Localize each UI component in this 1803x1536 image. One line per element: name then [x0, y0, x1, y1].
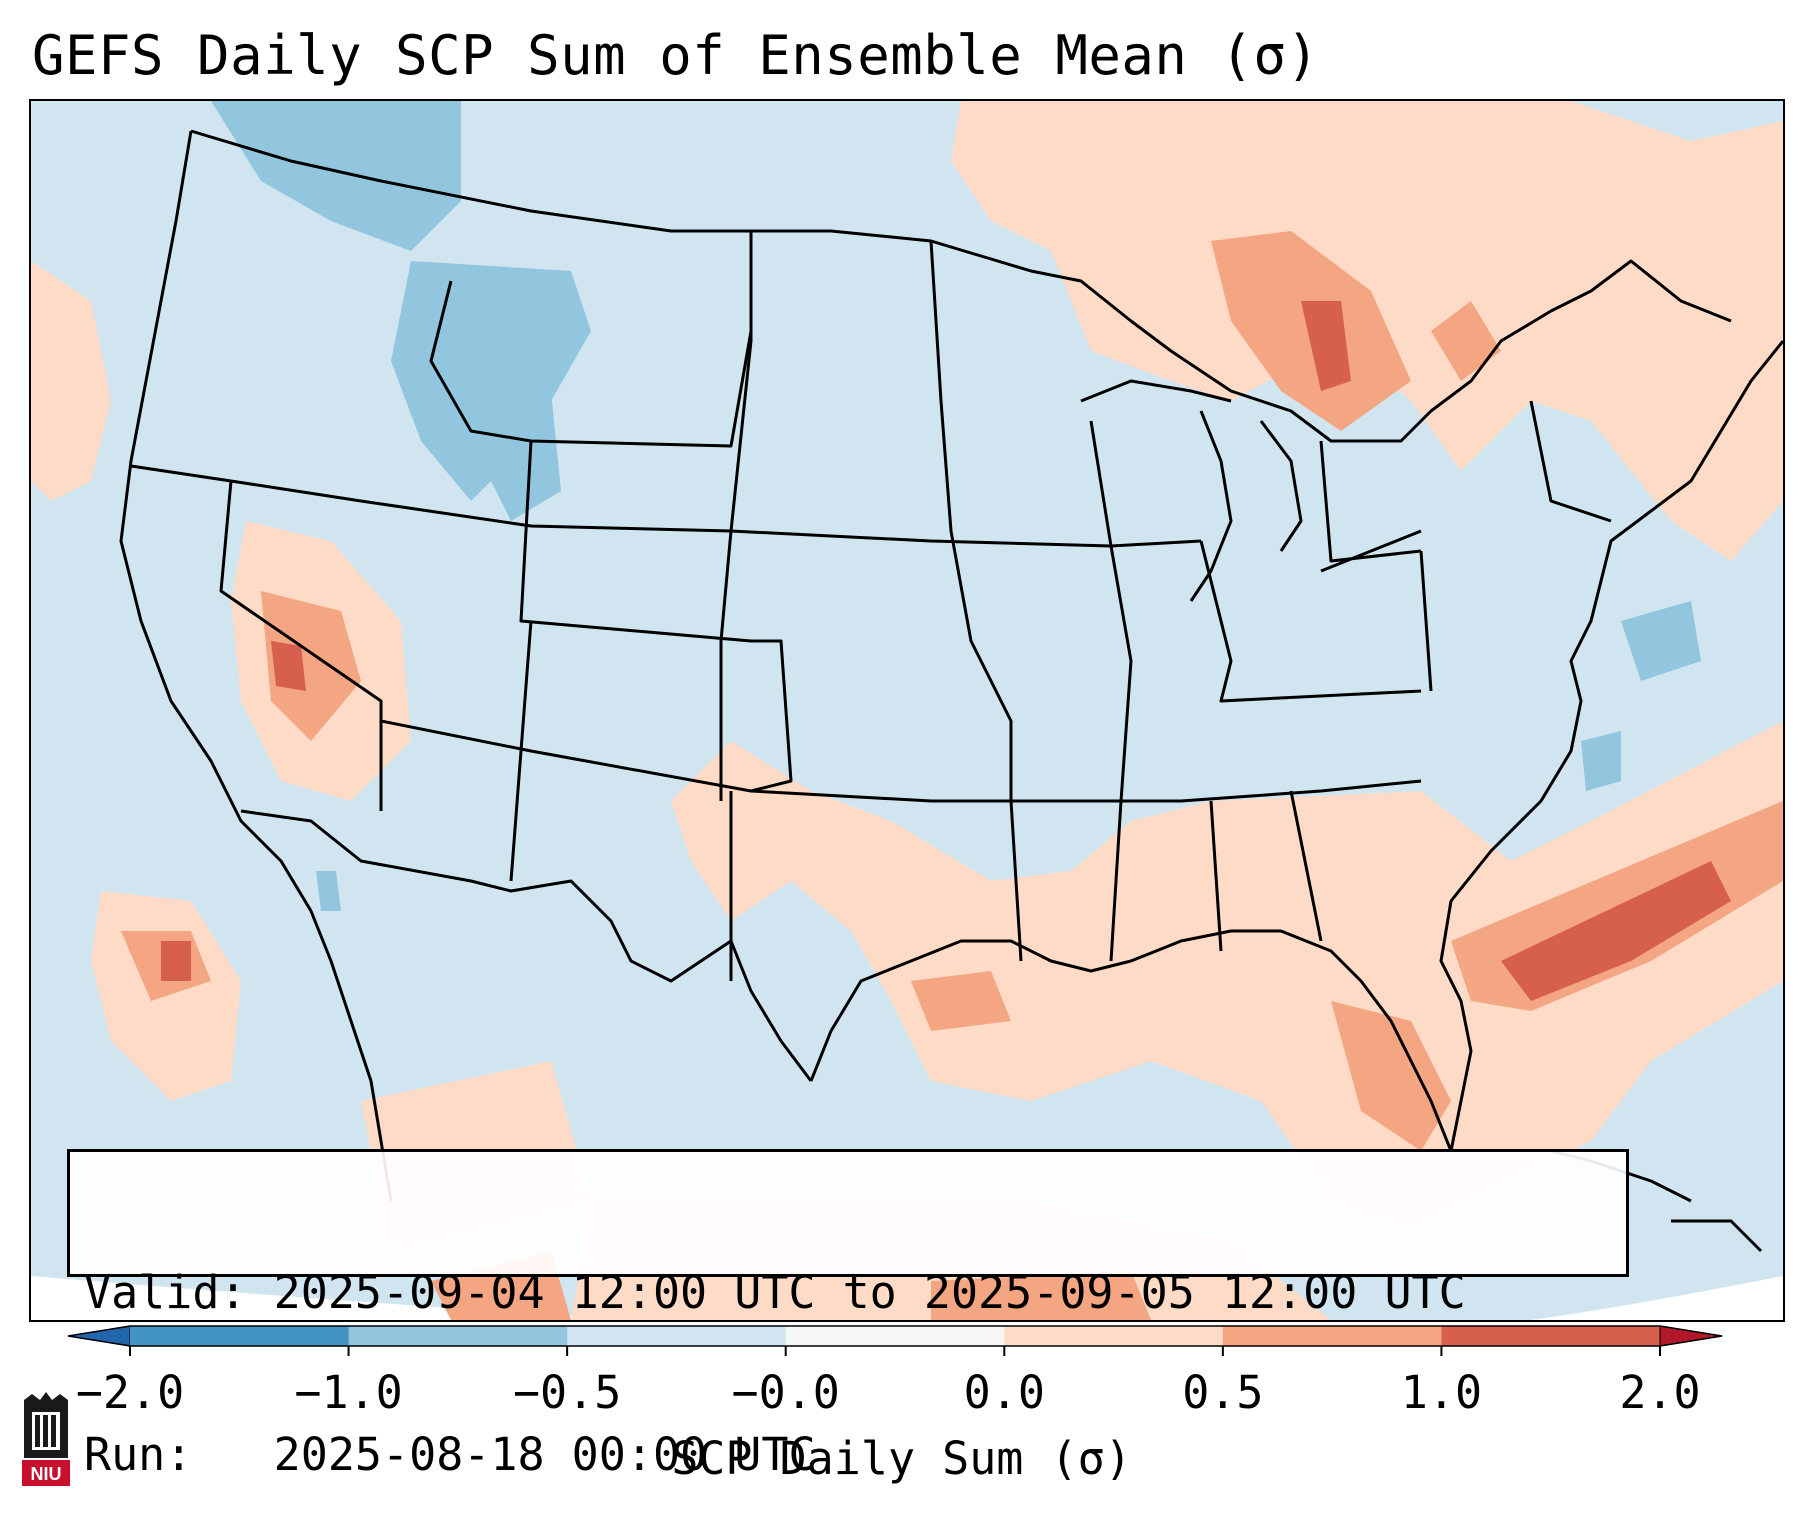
anomaly-core-texas [911, 971, 1011, 1031]
colorbar-extend-high [1659, 1325, 1723, 1347]
run-value: 2025-08-18 00:00 UTC [273, 1428, 816, 1481]
colorbar-segment [1004, 1326, 1224, 1346]
colorbar: −2.0 −1.0 −0.5 −0.0 0.0 0.5 1.0 2.0 [67, 1325, 1723, 1419]
state-line-ohio-valley [1199, 540, 1422, 703]
anomaly-region-southeast [671, 721, 1783, 1231]
colorbar-tick-label: −0.0 [732, 1366, 840, 1419]
state-line-wyoming-colorado [519, 440, 793, 793]
colorbar-tick-label: 0.0 [964, 1366, 1045, 1419]
coastline-east [1439, 340, 1783, 1152]
state-line-ga [1289, 790, 1323, 942]
state-line-row-2 [380, 719, 1422, 803]
map-canvas[interactable] [31, 101, 1783, 1320]
coastline-gulf [809, 929, 1453, 1152]
anomaly-low-bc [211, 101, 461, 251]
lake-huron [1259, 420, 1303, 552]
anomaly-core-nevada [261, 591, 361, 741]
anomaly-core-caribbean [931, 1271, 1151, 1320]
run-line: Run: 2025-08-18 00:00 UTC [84, 1428, 1612, 1482]
colorbar-tick-label: −2.0 [76, 1366, 184, 1419]
state-line-nevada [219, 480, 383, 811]
colorbar-segment [348, 1326, 568, 1346]
valid-label: Valid: [84, 1266, 247, 1319]
state-line-la [1009, 800, 1023, 962]
anomaly-core-quebec [1431, 301, 1501, 381]
state-line-idaho-montana [429, 280, 753, 448]
anomaly-peak-pacific [161, 941, 191, 981]
state-line-pa [1419, 550, 1433, 692]
colorbar-tick-label: 0.5 [1182, 1366, 1263, 1419]
coastline-west [119, 130, 393, 1202]
colorbar-label: SCP Daily Sum (σ) [671, 1432, 1132, 1485]
island-hispaniola [1671, 1219, 1763, 1253]
anomaly-peak-great-lakes [1301, 301, 1351, 391]
anomaly-peak-atlantic [1501, 861, 1731, 1001]
projection-edge-right [1531, 1276, 1783, 1320]
colorbar-extend-low [67, 1325, 131, 1347]
state-line-minnesota-iowa [929, 240, 1013, 801]
anomaly-region-pacific-nw [31, 261, 111, 501]
colorbar-segment [130, 1326, 350, 1346]
lake-erie [1320, 529, 1422, 573]
colorbar-tick-label: 1.0 [1401, 1366, 1482, 1419]
anomaly-low-baja [316, 871, 341, 911]
valid-value: 2025-09-04 12:00 UTC to 2025-09-05 12:00… [273, 1266, 1466, 1319]
anomaly-low-wyoming [481, 381, 561, 521]
state-line-al [1209, 800, 1223, 952]
state-line-wisconsin-illinois [1089, 420, 1133, 802]
colorbar-segment [785, 1326, 1005, 1346]
anomaly-low-atlantic [1621, 601, 1701, 681]
anomaly-low-virginia [1581, 731, 1621, 791]
border-us-mexico [240, 809, 813, 1082]
map-panel[interactable] [29, 99, 1785, 1322]
valid-line: Valid: 2025-09-04 12:00 UTC to 2025-09-0… [84, 1266, 1612, 1320]
niu-logo-text: NIU [31, 1464, 62, 1484]
state-line-dakotas [719, 231, 753, 801]
page-title: GEFS Daily SCP Sum of Ensemble Mean (σ) [32, 24, 1320, 87]
lake-superior [1080, 379, 1232, 403]
colorbar-segment [567, 1326, 787, 1346]
state-line-new-york [1319, 440, 1422, 563]
colorbar-tick-label: −0.5 [513, 1366, 621, 1419]
valid-run-info-box: Valid: 2025-09-04 12:00 UTC to 2025-09-0… [67, 1149, 1629, 1481]
anomaly-core-florida [1331, 1001, 1451, 1151]
run-label: Run: [84, 1428, 193, 1481]
state-line-az-nm [509, 620, 533, 882]
colorbar-segment [1222, 1326, 1442, 1346]
political-borders [119, 129, 1783, 1253]
anomaly-peak-nevada [271, 641, 306, 691]
state-line-row-1 [130, 464, 1202, 548]
state-line-new-england [1529, 400, 1612, 523]
colorbar-tick-label: −1.0 [294, 1366, 402, 1419]
niu-logo-icon: NIU [22, 1392, 70, 1486]
colorbar-tick-label: 2.0 [1619, 1366, 1700, 1419]
lake-michigan [1189, 410, 1233, 602]
projection-edge-left [31, 1276, 631, 1320]
border-us-canada [190, 129, 1732, 443]
state-line-ms [1109, 800, 1123, 962]
colorbar-segment [1441, 1326, 1661, 1346]
